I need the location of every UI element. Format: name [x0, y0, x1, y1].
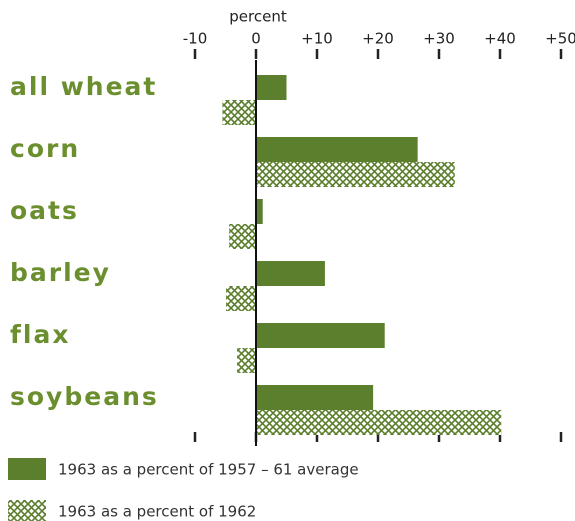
- bar: [237, 348, 256, 373]
- bar: [256, 323, 385, 348]
- x-tick-label: +20: [362, 30, 394, 48]
- category-label: corn: [10, 134, 80, 163]
- bar: [256, 199, 263, 224]
- bar: [229, 224, 256, 249]
- bar: [256, 261, 325, 286]
- category-label: all wheat: [10, 72, 157, 101]
- x-tick-label: 0: [251, 30, 261, 48]
- category-label: soybeans: [10, 382, 159, 411]
- category-label: barley: [10, 258, 111, 287]
- x-tick-label: +50: [545, 30, 575, 48]
- axis-label: percent: [229, 8, 287, 26]
- legend-label: 1963 as a percent of 1957 – 61 average: [58, 461, 359, 479]
- bar: [226, 286, 256, 311]
- bar: [256, 385, 374, 410]
- x-tick-label: -10: [183, 30, 208, 48]
- bar: [222, 100, 256, 125]
- x-tick-label: +10: [301, 30, 333, 48]
- category-label: oats: [10, 196, 79, 225]
- legend-label: 1963 as a percent of 1962: [58, 503, 256, 521]
- legend-swatch: [8, 458, 46, 480]
- bar: [256, 410, 502, 435]
- bar: [256, 137, 418, 162]
- x-tick-label: +30: [423, 30, 455, 48]
- x-tick-label: +40: [484, 30, 516, 48]
- bar: [256, 162, 455, 187]
- category-label: flax: [10, 320, 70, 349]
- legend-swatch: [8, 500, 46, 521]
- bar: [256, 75, 287, 100]
